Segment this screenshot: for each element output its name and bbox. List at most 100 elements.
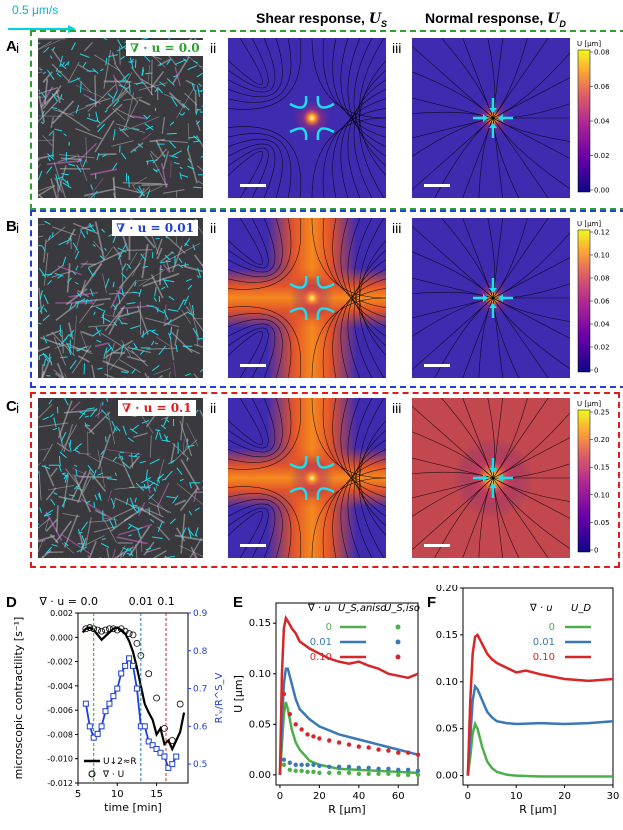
fiber <box>168 371 171 378</box>
velocity-arrow <box>141 477 152 484</box>
velocity-arrow <box>86 117 97 123</box>
fiber <box>43 252 49 286</box>
fiber <box>183 265 203 273</box>
velocity-arrow <box>112 303 118 310</box>
velocity-arrow <box>166 132 177 135</box>
y-tick-label: 0.15 <box>436 630 458 641</box>
data-point-open <box>98 627 105 635</box>
fiber <box>131 252 145 277</box>
fiber <box>149 138 166 143</box>
fiber <box>113 74 119 92</box>
fiber <box>64 373 67 378</box>
fiber <box>38 517 51 529</box>
streamline <box>412 45 494 119</box>
data-point-square <box>133 685 140 692</box>
velocity-arrow <box>137 143 144 148</box>
fiber <box>96 103 123 128</box>
velocity-arrow <box>81 535 86 545</box>
data-point <box>299 768 304 774</box>
y2-tick-label: 0.6 <box>193 722 208 732</box>
colorbar-tick-label: 0.04 <box>594 321 610 329</box>
fiber <box>44 518 50 531</box>
data-point <box>386 771 391 777</box>
data-point <box>386 748 391 753</box>
series-line <box>278 614 419 775</box>
fiber <box>66 263 71 293</box>
velocity-arrow <box>121 272 127 279</box>
streamline <box>340 218 386 328</box>
data-point-open <box>109 625 117 633</box>
fiber <box>77 355 90 363</box>
velocity-arrow <box>187 311 195 317</box>
x-tick-label: 60 <box>392 791 405 802</box>
legend-label: 0.10 <box>310 652 332 663</box>
cyan-arrowhead <box>489 303 497 308</box>
scale-bar <box>240 184 266 187</box>
fiber <box>65 288 88 306</box>
fiber <box>38 537 39 540</box>
velocity-arrow <box>157 521 163 532</box>
y-tick-label: 0.20 <box>436 585 458 594</box>
velocity-arrow <box>79 411 86 415</box>
velocity-arrow <box>38 170 43 181</box>
streamline <box>353 398 386 527</box>
legend-label: U↓2≈R <box>103 757 137 767</box>
fiber <box>106 449 142 455</box>
velocity-arrow <box>128 455 138 458</box>
velocity-arrow <box>92 469 97 480</box>
header-shear: Shear response, US <box>256 10 388 29</box>
velocity-arrow <box>105 57 108 66</box>
velocity-arrow <box>172 495 179 504</box>
velocity-arrow <box>106 346 113 353</box>
velocity-arrow <box>188 136 198 139</box>
fiber <box>113 62 129 84</box>
velocity-arrow <box>191 82 195 91</box>
velocity-arrow <box>155 308 165 314</box>
velocity-arrow <box>44 513 52 517</box>
streamline <box>228 313 292 378</box>
velocity-arrow <box>74 250 80 260</box>
velocity-arrow <box>142 330 145 339</box>
velocity-arrow <box>186 438 189 443</box>
velocity-arrow <box>120 371 129 374</box>
velocity-arrow <box>166 495 177 499</box>
fiber <box>71 344 92 374</box>
velocity-arrow <box>134 497 137 503</box>
velocity-arrow <box>76 292 82 298</box>
data-point <box>311 769 316 775</box>
fiber <box>38 462 42 467</box>
streamline <box>492 398 504 479</box>
velocity-arrow <box>158 345 167 355</box>
velocity-arrow <box>84 415 89 418</box>
streamline <box>492 477 504 558</box>
velocity-arrow <box>74 298 86 305</box>
fiber <box>170 443 176 464</box>
fiber <box>127 356 146 363</box>
fiber <box>186 148 198 184</box>
velocity-arrow <box>44 546 53 555</box>
velocity-arrow <box>184 373 191 377</box>
velocity-arrow <box>92 243 96 247</box>
streamline <box>340 448 386 558</box>
fiber <box>38 163 42 169</box>
fiber <box>38 154 55 160</box>
fiber <box>38 87 58 95</box>
velocity-arrow <box>57 176 64 180</box>
velocity-arrow <box>155 429 161 431</box>
panel-label-f: F <box>427 594 437 611</box>
chart-e: 0 20 40 60 0.00 0.05 0.10 0.15 R [μm] U [μm] ∇ · u… <box>232 602 421 816</box>
velocity-arrow <box>61 173 69 176</box>
streamline <box>228 38 276 93</box>
velocity-arrow <box>126 302 136 305</box>
velocity-arrow <box>96 152 100 161</box>
x-tick-label: 10 <box>510 791 523 802</box>
fiber <box>45 329 62 337</box>
velocity-arrow <box>86 424 91 427</box>
velocity-arrow <box>125 498 129 505</box>
velocity-arrow <box>183 238 191 247</box>
streamline <box>462 398 494 479</box>
fiber <box>130 142 144 154</box>
fiber <box>51 48 62 63</box>
streamline <box>492 437 570 479</box>
velocity-arrow <box>78 409 88 420</box>
